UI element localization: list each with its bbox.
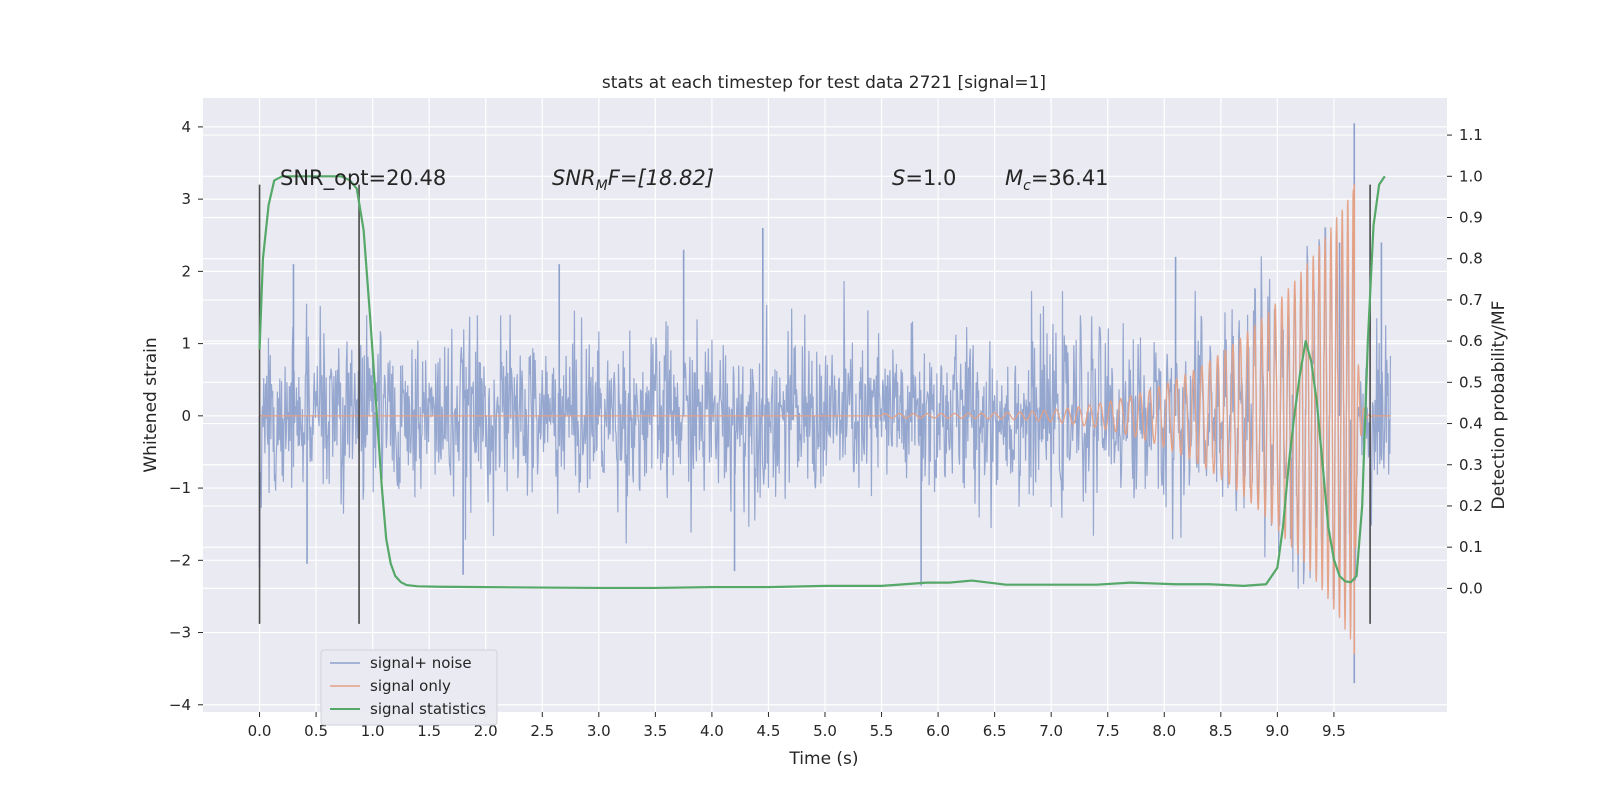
- y2-tick-label: 0.1: [1459, 538, 1483, 556]
- y-axis-label: Whitened strain: [141, 337, 161, 472]
- legend: signal+ noise signal only signal statist…: [320, 649, 498, 726]
- y2-axis-label: Detection probability/MF: [1489, 301, 1509, 510]
- annotation-snr-mf-value: F=[18.82]: [608, 166, 714, 190]
- annotation-mc-subscript: c: [1023, 178, 1031, 194]
- x-tick-label: 5.5: [870, 722, 894, 740]
- annotation-mc-value: =36.41: [1031, 166, 1109, 190]
- y2-tick-label: 0.0: [1459, 579, 1483, 597]
- x-tick-label: 1.5: [417, 722, 441, 740]
- y-tick-label: 3: [181, 190, 191, 208]
- y2-tick-label: 0.6: [1459, 332, 1483, 350]
- annotation-snr-opt: SNR_opt=20.48: [280, 166, 446, 191]
- y2-tick-label: 0.2: [1459, 497, 1483, 515]
- noise-trace: [258, 227, 1392, 604]
- x-tick-label: 2.5: [530, 722, 554, 740]
- legend-label-signal-noise: signal+ noise: [370, 654, 472, 672]
- x-tick-label: 4.0: [700, 722, 724, 740]
- series-signal-only: [259, 184, 1391, 655]
- x-tick-label: 6.5: [983, 722, 1007, 740]
- axis-ticks: 0.0 0.5 1.0 1.5 2.0 2.5 3.0 3.5 4.0 4.5 5.0 5.5 6.0 6…: [169, 118, 1483, 740]
- series-signal-statistics: [258, 175, 1386, 590]
- x-tick-label: 3.5: [643, 722, 667, 740]
- y2-tick-label: 1.0: [1459, 167, 1483, 185]
- y-tick-label: 1: [181, 335, 191, 353]
- annotation-snr-mf-symbol: SNR: [552, 166, 596, 190]
- chart-title: stats at each timestep for test data 272…: [602, 73, 1046, 93]
- y-tick-label: 0: [181, 407, 191, 425]
- annotation-s-value: =1.0: [905, 166, 956, 190]
- annotation-mc: Mc=36.41: [1005, 166, 1109, 194]
- x-tick-label: 1.0: [361, 722, 385, 740]
- x-tick-label: 8.5: [1209, 722, 1233, 740]
- y-tick-label: −1: [169, 479, 191, 497]
- annotation-mc-symbol: M: [1005, 166, 1023, 190]
- y2-tick-label: 1.1: [1459, 126, 1483, 144]
- window-markers: [258, 184, 1371, 624]
- y-tick-label: 2: [181, 262, 191, 280]
- y-tick-label: −2: [169, 551, 191, 569]
- legend-label-signal-only: signal only: [370, 677, 451, 695]
- x-tick-label: 7.5: [1096, 722, 1120, 740]
- statistics-trace: [258, 175, 1386, 590]
- legend-box: [320, 649, 498, 726]
- x-tick-label: 9.5: [1322, 722, 1346, 740]
- x-tick-label: 3.0: [587, 722, 611, 740]
- y-tick-label: −3: [169, 624, 191, 642]
- legend-label-signal-statistics: signal statistics: [370, 700, 486, 718]
- y2-tick-label: 0.7: [1459, 291, 1483, 309]
- y2-tick-label: 0.4: [1459, 415, 1483, 433]
- x-tick-label: 8.0: [1152, 722, 1176, 740]
- y-tick-label: −4: [169, 696, 191, 714]
- x-tick-label: 7.0: [1039, 722, 1063, 740]
- x-tick-label: 4.5: [757, 722, 781, 740]
- x-tick-label: 9.0: [1265, 722, 1289, 740]
- y2-tick-label: 0.3: [1459, 456, 1483, 474]
- x-tick-label: 5.0: [813, 722, 837, 740]
- x-tick-label: 2.0: [474, 722, 498, 740]
- annotation-s-symbol: S: [892, 166, 905, 190]
- annotation-snr-mf-subscript: M: [596, 178, 608, 194]
- x-tick-label: 0.5: [304, 722, 328, 740]
- annotation-s: S=1.0: [892, 166, 956, 190]
- x-axis-label: Time (s): [788, 749, 858, 769]
- x-tick-label: 0.0: [248, 722, 272, 740]
- y2-tick-label: 0.8: [1459, 250, 1483, 268]
- y-tick-label: 4: [181, 118, 191, 136]
- y2-tick-label: 0.9: [1459, 209, 1483, 227]
- y2-tick-label: 0.5: [1459, 373, 1483, 391]
- signal-trace: [259, 189, 1391, 640]
- x-tick-label: 6.0: [926, 722, 950, 740]
- annotation-snr-mf: SNRMF=[18.82]: [552, 166, 714, 194]
